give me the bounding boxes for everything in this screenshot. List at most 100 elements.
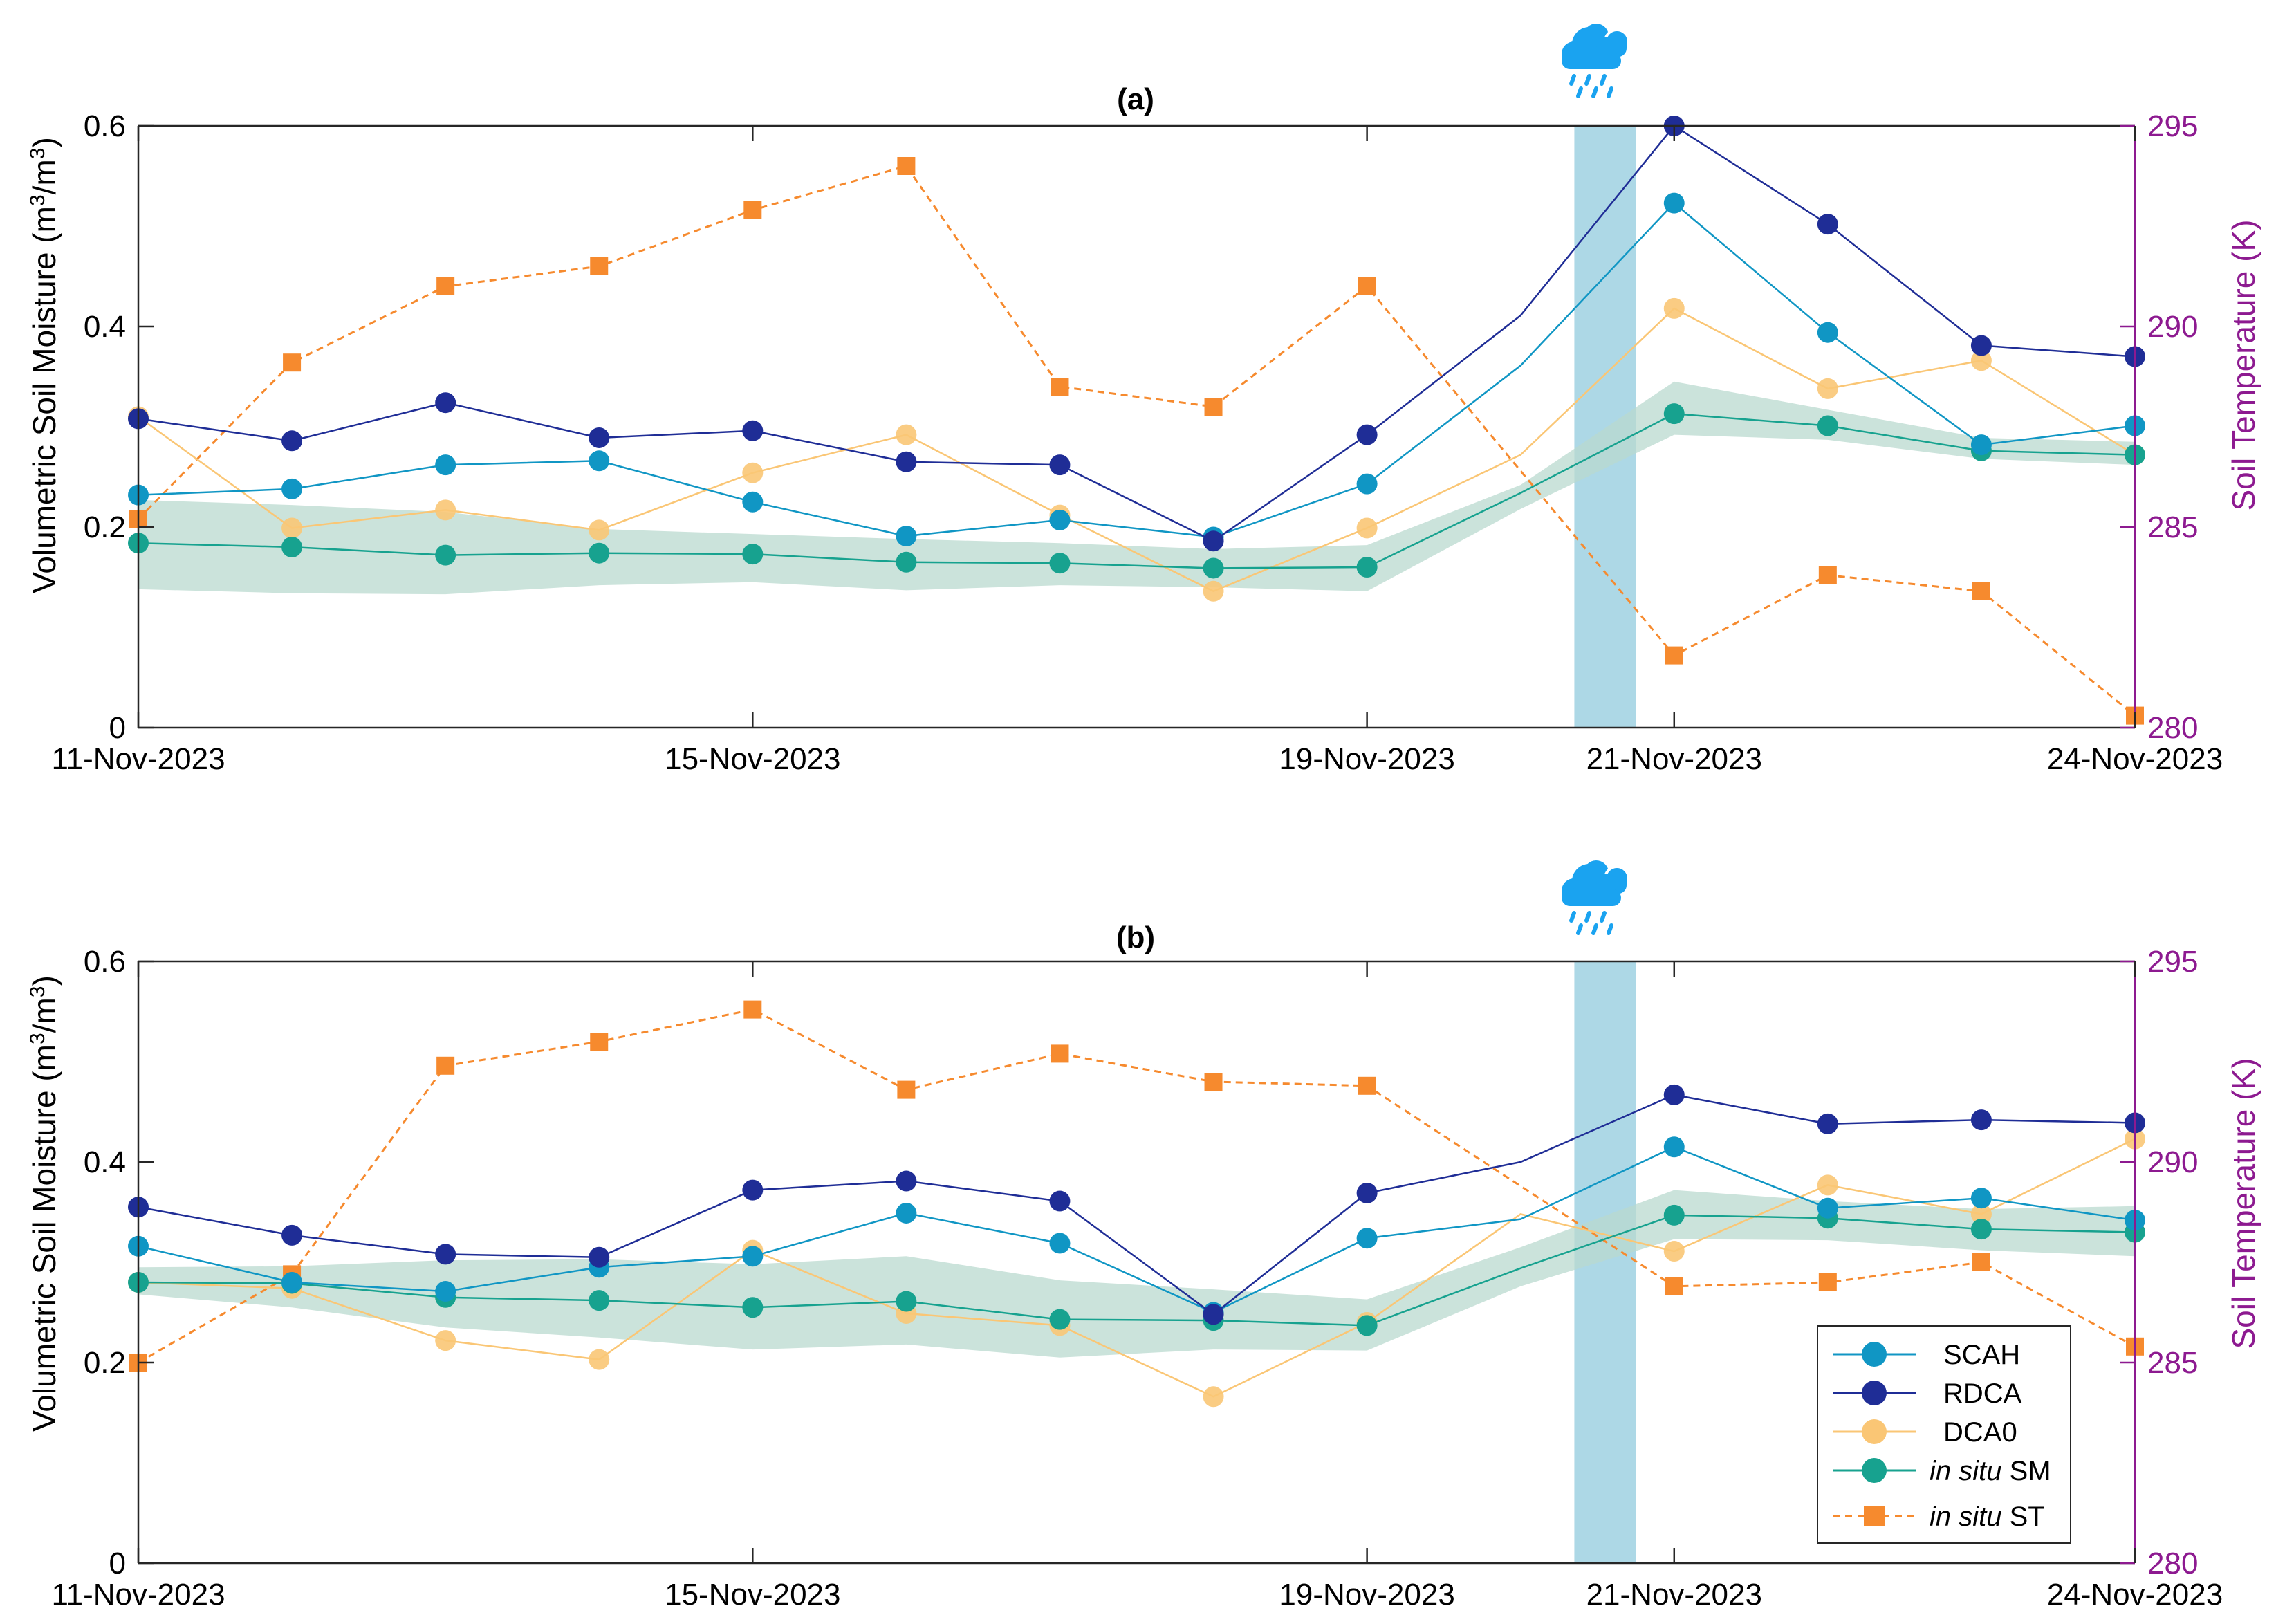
series-line-dca0 — [138, 1138, 2136, 1398]
in-situ-sm-range-band — [138, 381, 2135, 595]
data-point-in-situ-st — [1665, 1277, 1683, 1295]
series-line-scah — [138, 201, 2136, 538]
x-tick-label: 15-Nov-2023 — [665, 742, 840, 776]
data-point-scah — [435, 1281, 456, 1302]
rain-cloud-icon — [1562, 22, 1629, 96]
data-point-dca0 — [1356, 517, 1378, 539]
data-point-dca0 — [896, 424, 917, 445]
data-point-in-situ-sm — [1817, 415, 1838, 436]
data-point-scah — [1663, 192, 1685, 214]
series-scah — [128, 192, 2145, 548]
data-point-in-situ-st — [1972, 582, 1990, 600]
data-point-in-situ-st — [897, 1080, 916, 1099]
data-point-scah — [1049, 1233, 1071, 1254]
data-point-in-situ-st — [436, 277, 455, 295]
data-point-rdca — [1817, 1113, 1838, 1134]
series-in-situ-sm — [128, 403, 2145, 579]
y-tick-label: 0.2 — [84, 1346, 126, 1380]
y2-tick-label: 295 — [2147, 109, 2198, 143]
legend-marker-rdca — [1862, 1381, 1887, 1405]
data-point-rdca — [1049, 454, 1071, 476]
legend: SCAH RDCA DCA0 in situ SM in situ ST — [1817, 1325, 2071, 1544]
data-point-in-situ-sm — [1663, 403, 1685, 425]
y2-tick-label: 285 — [2147, 1346, 2198, 1380]
data-point-in-situ-st — [590, 257, 609, 275]
panel-b: 0 0.2 0.4 0.6 280 285 290 295 11-Nov-2023 15-Nov-… — [26, 859, 2261, 1612]
legend-item-scah: SCAH — [1833, 1340, 2020, 1370]
data-point-dca0 — [1663, 297, 1685, 319]
data-point-dca0 — [742, 462, 764, 483]
data-point-rdca — [281, 430, 303, 452]
data-point-scah — [281, 1272, 303, 1293]
data-point-dca0 — [1970, 350, 1992, 371]
series-line-scah — [138, 1145, 2136, 1313]
data-point-in-situ-st — [897, 157, 916, 175]
legend-marker-dca0 — [1862, 1419, 1887, 1444]
data-point-in-situ-st — [1665, 646, 1683, 665]
data-point-scah — [589, 450, 610, 472]
data-point-in-situ-st — [590, 1033, 609, 1051]
y2-tick-label: 290 — [2147, 1145, 2198, 1179]
data-point-dca0 — [281, 517, 303, 539]
series-line-dca0 — [138, 307, 2136, 593]
data-point-in-situ-sm — [435, 544, 456, 566]
series-rdca — [128, 1084, 2145, 1325]
legend-item-sm: in situ SM — [1833, 1456, 2051, 1486]
data-point-rdca — [1203, 1304, 1224, 1325]
data-point-rdca — [1203, 530, 1224, 552]
data-point-rdca — [435, 392, 456, 414]
data-point-scah — [1817, 322, 1838, 343]
data-point-dca0 — [589, 519, 610, 541]
y-tick-label: 0 — [109, 1547, 126, 1580]
x-tick-label: 24-Nov-2023 — [2047, 1578, 2223, 1612]
data-point-scah — [742, 1246, 764, 1267]
data-point-in-situ-st — [1818, 1273, 1837, 1291]
y-tick-label: 0.6 — [84, 945, 126, 979]
data-point-rdca — [1970, 1109, 1992, 1131]
y2-tick-label: 280 — [2147, 711, 2198, 745]
data-point-in-situ-st — [1358, 277, 1376, 295]
data-point-rdca — [896, 1170, 917, 1192]
data-point-rdca — [1356, 1182, 1378, 1203]
data-point-in-situ-sm — [1049, 553, 1071, 574]
y-tick-label: 0.2 — [84, 510, 126, 544]
plot-area: 0 0.2 0.4 0.6 280 285 290 295 11-Nov-2023 15-Nov-… — [51, 109, 2223, 776]
data-point-scah — [1049, 509, 1071, 530]
data-point-dca0 — [1203, 580, 1224, 602]
y-axis-label: Volumetric Soil Moisture (m3/m3) — [26, 975, 63, 1432]
y2-tick-label: 295 — [2147, 945, 2198, 979]
x-tick-label: 15-Nov-2023 — [665, 1578, 840, 1612]
data-point-scah — [742, 491, 764, 513]
data-point-rdca — [1970, 335, 1992, 356]
y-axis-label: Volumetric Soil Moisture (m3/m3) — [26, 137, 63, 593]
data-point-scah — [896, 526, 917, 547]
data-point-scah — [1356, 1228, 1378, 1249]
data-point-scah — [1356, 473, 1378, 495]
data-point-in-situ-st — [1818, 566, 1837, 584]
legend-label-dca0: DCA0 — [1943, 1417, 2017, 1448]
y-tick-label: 0 — [109, 711, 126, 745]
data-point-in-situ-sm — [896, 551, 917, 573]
data-point-in-situ-st — [743, 1000, 762, 1019]
legend-label-sm: in situ SM — [1930, 1456, 2051, 1486]
series-line-rdca — [138, 1094, 2136, 1316]
data-point-in-situ-sm — [742, 544, 764, 565]
data-point-rdca — [1049, 1190, 1071, 1212]
in-situ-sm-range-band — [138, 1190, 2135, 1358]
data-point-in-situ-st — [1051, 1044, 1069, 1063]
legend-marker-scah — [1862, 1342, 1887, 1367]
data-point-dca0 — [1970, 1203, 1992, 1225]
data-point-in-situ-sm — [896, 1291, 917, 1312]
data-point-rdca — [742, 1179, 764, 1201]
data-point-rdca — [1356, 424, 1378, 445]
legend-item-dca0: DCA0 — [1833, 1417, 2017, 1448]
series-scah — [128, 1136, 2145, 1323]
series-line-in-situ-st — [137, 165, 2136, 717]
data-point-dca0 — [1663, 1241, 1685, 1262]
y2-tick-label: 280 — [2147, 1547, 2198, 1580]
data-point-rdca — [1817, 214, 1838, 235]
legend-label-st: in situ ST — [1930, 1502, 2045, 1532]
data-point-rdca — [589, 1246, 610, 1268]
data-point-rdca — [281, 1224, 303, 1246]
